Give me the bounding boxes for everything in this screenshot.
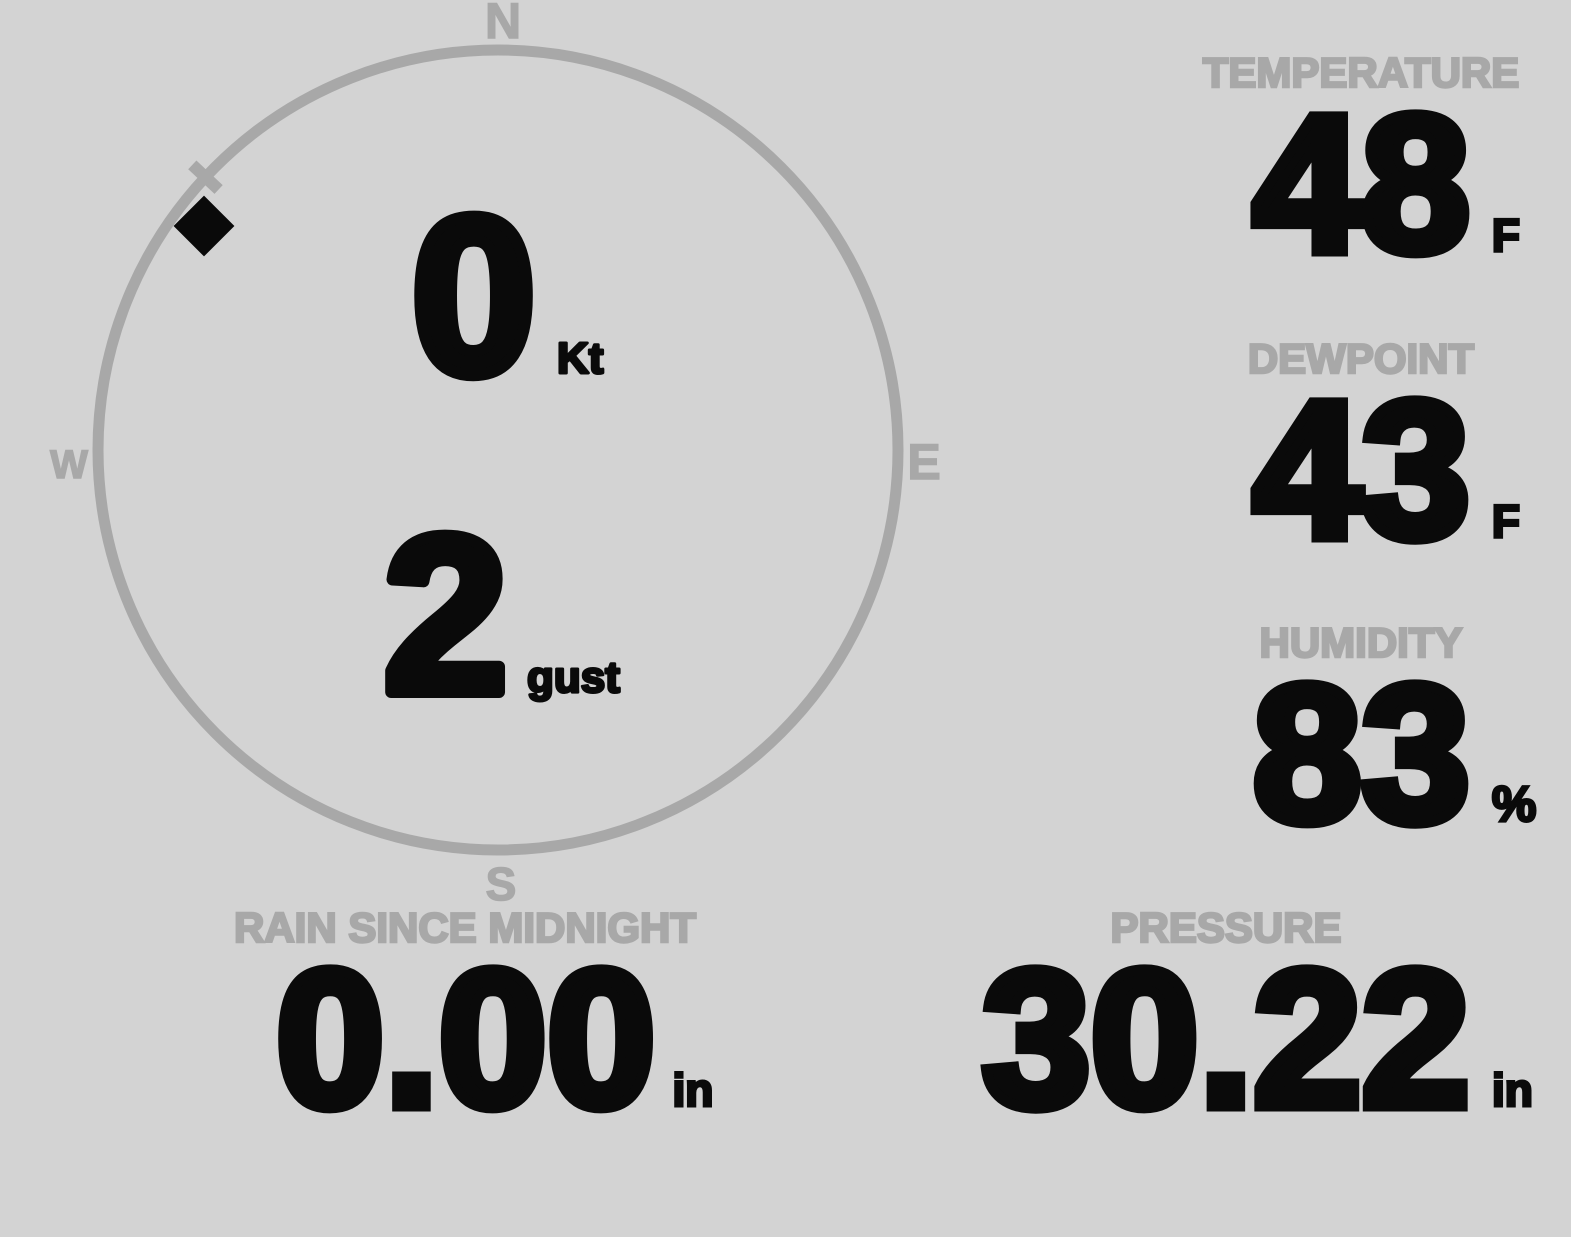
temperature-value: 48 (1248, 75, 1476, 293)
dewpoint-value: 43 (1248, 361, 1476, 579)
dewpoint-unit: F (1490, 495, 1521, 547)
rain-reading: 0.00 in (271, 930, 715, 1148)
humidity-reading: 83 % (1248, 645, 1538, 863)
wind-compass: N E S W 0 Kt 2 gust (49, 0, 941, 911)
temperature-unit: F (1490, 209, 1521, 261)
pressure-label: PRESSURE (1109, 904, 1343, 951)
rain-value: 0.00 (271, 930, 662, 1148)
humidity-label: HUMIDITY (1258, 619, 1464, 666)
wind-gust-value: 2 (383, 490, 508, 740)
temperature-reading: 48 F (1248, 75, 1522, 293)
cardinal-west: W (50, 443, 88, 487)
cardinal-south: S (486, 858, 517, 910)
compass-ring (92, 44, 904, 856)
wind-gust-unit: gust (527, 653, 620, 702)
rain-label: RAIN SINCE MIDNIGHT (233, 904, 698, 951)
pressure-value: 30.22 (977, 930, 1476, 1148)
wind-direction-marker-icon (173, 195, 235, 257)
wind-speed-unit: Kt (557, 334, 604, 383)
humidity-value: 83 (1248, 645, 1476, 863)
cardinal-north: N (485, 0, 521, 49)
humidity-unit: % (1490, 776, 1538, 832)
wind-speed-value: 0 (411, 171, 536, 421)
dewpoint-label: DEWPOINT (1247, 335, 1476, 382)
cardinal-east: E (907, 434, 940, 490)
dewpoint-reading: 43 F (1248, 361, 1522, 579)
pressure-reading: 30.22 in (977, 930, 1535, 1148)
rain-unit: in (671, 1064, 715, 1116)
pressure-unit: in (1490, 1064, 1534, 1116)
wind-direction-tick (188, 160, 223, 194)
temperature-label: TEMPERATURE (1201, 49, 1520, 96)
